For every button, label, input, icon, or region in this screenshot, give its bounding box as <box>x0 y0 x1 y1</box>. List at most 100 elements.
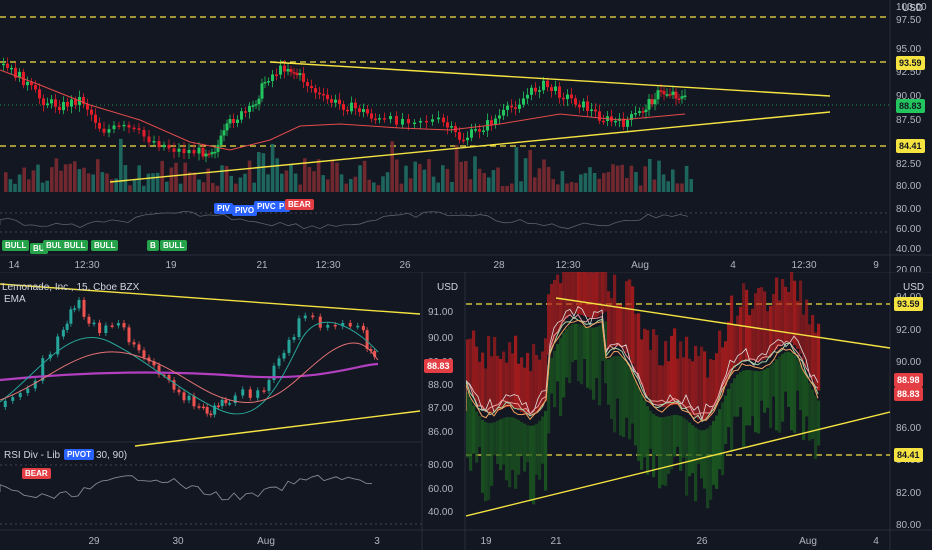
br-time-tick: 26 <box>696 536 708 547</box>
upper-band-fill <box>610 298 614 348</box>
volume-bar <box>169 167 174 192</box>
bl-currency-label: USD <box>437 282 459 293</box>
volume-bar <box>487 177 491 192</box>
volume-bar <box>542 159 546 192</box>
upper-band-fill <box>691 361 695 416</box>
lower-band-fill <box>664 416 668 486</box>
bl-candle-body <box>318 316 322 328</box>
candle-body <box>346 109 349 112</box>
volume-bar <box>436 182 440 192</box>
bl-candle-body <box>56 336 60 355</box>
volume-bar <box>418 163 422 192</box>
lower-band-fill <box>814 395 818 459</box>
bl-candle-body <box>224 399 228 404</box>
candle-body <box>192 149 196 154</box>
lower-band-fill <box>703 430 707 489</box>
lower-band-fill <box>547 364 551 434</box>
upper-band-fill <box>760 287 764 361</box>
candle-body <box>314 88 317 93</box>
volume-bar <box>505 185 509 192</box>
bl-candle-body <box>182 392 186 401</box>
candle-body <box>586 101 589 111</box>
lower-band-fill <box>793 355 797 433</box>
upper-band-fill <box>682 357 686 408</box>
candle-body <box>132 127 136 130</box>
volume-bar <box>86 173 91 192</box>
upper-band-fill <box>556 274 560 335</box>
upper-band-fill <box>715 353 719 406</box>
upper-band-fill <box>775 277 779 350</box>
bl-candle-body <box>122 323 126 328</box>
volume-bar <box>13 183 17 192</box>
volume-bar <box>597 178 601 192</box>
osc-tick-label: 40.00 <box>896 244 921 255</box>
upper-band-fill <box>697 355 701 420</box>
osc-tick-label: 20.00 <box>896 265 921 272</box>
volume-bar <box>620 164 624 192</box>
volume-bar <box>280 173 284 192</box>
lower-band-fill <box>538 420 542 480</box>
volume-bar <box>482 173 486 192</box>
rsi-line <box>0 474 373 501</box>
upper-band-fill <box>685 336 689 410</box>
br-currency-label: USD <box>903 282 925 293</box>
candle-body <box>358 108 361 113</box>
br-price-tick: 86.00 <box>896 423 921 434</box>
candle-body <box>50 99 53 104</box>
lower-band-fill <box>496 420 500 464</box>
lower-band-fill <box>679 415 683 471</box>
candle-body <box>172 148 176 152</box>
price-tick-label: 97.50 <box>896 15 921 26</box>
lower-band-fill <box>628 367 632 440</box>
bl-candle-body <box>18 393 22 398</box>
volume-bar <box>178 183 183 192</box>
top-chart-pane[interactable]: 100.0097.5095.0092.5090.0087.5085.0082.5… <box>0 0 932 272</box>
lower-band-fill <box>529 425 533 502</box>
bottom-left-chart-pane[interactable]: 91.0090.0089.0088.0087.0086.0080.0060.00… <box>0 272 466 550</box>
candle-body <box>197 147 201 154</box>
pivot-signal-tag: PI <box>276 201 290 212</box>
bottom-left-chart-canvas[interactable]: 91.0090.0089.0088.0087.0086.0080.0060.00… <box>0 272 466 550</box>
upper-band-fill <box>613 274 617 347</box>
bottom-right-chart-canvas[interactable]: 94.0092.0090.0088.0086.0084.0082.0080.00… <box>466 272 932 550</box>
volume-bar <box>344 183 348 192</box>
candle-body <box>34 85 37 90</box>
lower-band-fill <box>739 371 743 408</box>
current-price-badge: 88.83 <box>896 99 925 113</box>
candle-body <box>458 132 461 140</box>
volume-bar <box>611 164 615 192</box>
time-tick-label: 12:30 <box>74 260 99 271</box>
lower-band-fill <box>709 425 713 500</box>
lower-band-fill <box>817 400 821 446</box>
volume-bar <box>367 179 371 192</box>
top-chart-canvas[interactable]: 100.0097.5095.0092.5090.0087.5085.0082.5… <box>0 0 932 272</box>
candle-body <box>534 87 537 92</box>
candle-body <box>662 91 666 95</box>
upper-band-fill <box>778 300 782 347</box>
volume-bar <box>583 173 588 192</box>
bull-signal-tag: BULL <box>91 240 119 251</box>
volume-bar <box>266 174 270 192</box>
candle-body <box>147 136 151 143</box>
price-tick-label: 87.50 <box>896 115 921 126</box>
bl-candle-body <box>48 354 52 359</box>
upper-band-fill <box>487 335 491 414</box>
volume-bar <box>422 169 427 192</box>
lower-band-fill <box>583 326 587 359</box>
lower-band-fill <box>595 327 599 378</box>
candle-body <box>665 94 669 96</box>
candle-body <box>232 118 235 124</box>
lower-band-fill <box>523 423 527 472</box>
volume-bar <box>643 166 647 192</box>
volume-bar <box>606 172 611 192</box>
upper-band-fill <box>490 356 494 414</box>
bl-candle-body <box>326 324 330 328</box>
bl-price-tick: 90.00 <box>428 333 453 344</box>
bottom-right-chart-pane[interactable]: 94.0092.0090.0088.0086.0084.0082.0080.00… <box>466 272 932 550</box>
candle-body <box>207 153 211 156</box>
candle-body <box>442 117 445 123</box>
upper-band-fill <box>493 336 497 413</box>
upper-band-fill <box>640 339 644 385</box>
price-tick-label: 80.00 <box>896 181 921 192</box>
time-tick-label: 21 <box>256 260 268 271</box>
